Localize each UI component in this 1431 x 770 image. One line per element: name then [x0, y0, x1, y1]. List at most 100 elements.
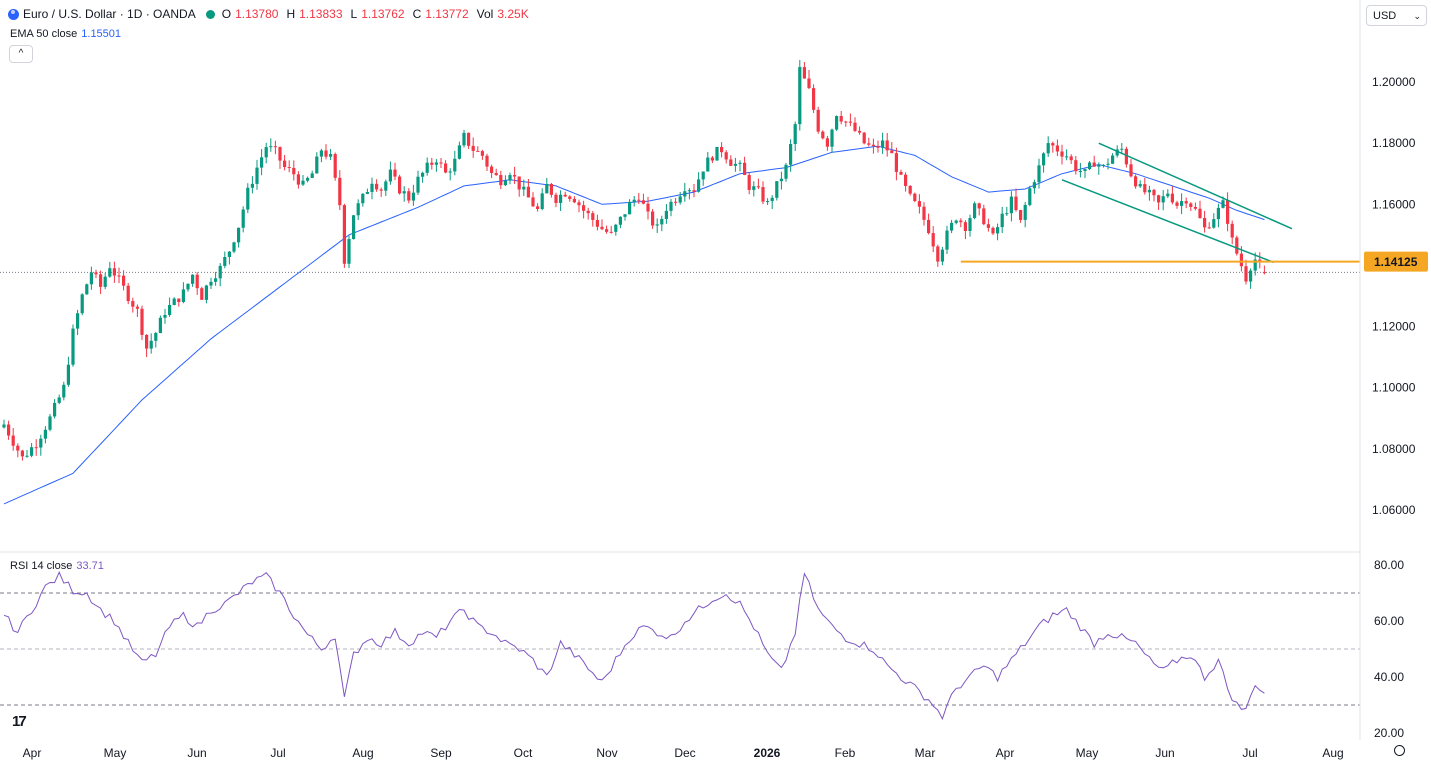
- candle: [398, 174, 402, 195]
- symbol-title[interactable]: Euro / U.S. Dollar · 1D · OANDA: [23, 7, 196, 21]
- candle-body: [936, 246, 940, 262]
- candle: [80, 293, 84, 316]
- chevron-up-icon: ^: [18, 48, 24, 59]
- candle: [112, 261, 116, 283]
- channel-lower-trendline[interactable]: [1061, 179, 1274, 264]
- tradingview-logo[interactable]: 17: [12, 713, 27, 730]
- candle: [1262, 265, 1266, 275]
- candle-body: [457, 145, 461, 159]
- candle: [490, 164, 494, 178]
- candle-body: [1088, 162, 1092, 170]
- candle-body: [177, 298, 181, 303]
- rsi-axis[interactable]: 80.00 60.00 40.00 20.00: [1374, 558, 1404, 740]
- candle: [379, 187, 383, 197]
- candle: [540, 188, 544, 211]
- candle: [255, 159, 259, 190]
- candle-body: [1037, 165, 1041, 183]
- ema-value: 1.15501: [81, 28, 122, 40]
- candle-body: [30, 447, 34, 456]
- rsi-panel[interactable]: 80.00 60.00 40.00 20.00: [0, 558, 1404, 740]
- candle: [296, 171, 300, 189]
- gear-icon[interactable]: [1394, 745, 1405, 756]
- candle: [241, 206, 245, 233]
- candle: [1046, 136, 1050, 157]
- candle: [338, 170, 342, 211]
- low-label: L: [350, 7, 358, 21]
- time-tick-label: May: [1076, 746, 1099, 760]
- candle-body: [209, 281, 213, 286]
- candle: [168, 297, 172, 317]
- rsi-polyline: [3, 571, 1265, 721]
- candle: [522, 179, 526, 196]
- candle-body: [825, 138, 829, 147]
- candle: [973, 201, 977, 220]
- candle: [637, 193, 641, 204]
- candle-body: [766, 201, 770, 203]
- ema-legend[interactable]: EMA 50 close 1.15501: [10, 28, 121, 40]
- candle-body: [402, 191, 406, 194]
- candle-body: [1111, 155, 1115, 164]
- candle: [1258, 252, 1262, 269]
- candle: [177, 298, 181, 307]
- candle-body: [1032, 182, 1036, 189]
- candle-body: [733, 163, 737, 166]
- candle: [99, 270, 103, 295]
- candle: [508, 172, 512, 185]
- time-tick-label: Aug: [1322, 746, 1343, 760]
- price-panel[interactable]: 1.20000 1.18000 1.16000 1.12000 1.10000 1.080…: [0, 59, 1428, 517]
- candlestick-series: [2, 59, 1266, 461]
- candle: [706, 151, 710, 172]
- candle-body: [287, 167, 291, 169]
- trend-drawings[interactable]: [960, 142, 1360, 264]
- candle: [807, 69, 811, 90]
- collapse-indicators-button[interactable]: ^: [9, 45, 33, 63]
- candle: [545, 177, 549, 194]
- candle: [1101, 164, 1105, 168]
- candle-body: [347, 239, 351, 264]
- candle-body: [195, 274, 199, 289]
- candle-body: [471, 145, 475, 151]
- price-marker-box[interactable]: [1364, 251, 1428, 272]
- globe-icon: [8, 8, 19, 20]
- candle-body: [310, 173, 314, 178]
- candle: [485, 153, 489, 172]
- candle-body: [1097, 164, 1101, 167]
- candle-body: [798, 67, 802, 125]
- currency-selector[interactable]: USD ⌄: [1366, 5, 1427, 26]
- candle-body: [885, 140, 889, 151]
- rsi-legend[interactable]: RSI 14 close 33.71: [10, 560, 104, 572]
- candle-body: [996, 227, 1000, 234]
- candle-body: [600, 226, 604, 230]
- time-axis[interactable]: Apr May Jun Jul Aug Sep Oct Nov Dec 2026 Feb Mar Apr…: [23, 746, 1344, 760]
- channel-upper-trendline[interactable]: [1098, 142, 1293, 230]
- candle-body: [660, 218, 664, 225]
- candle: [1161, 190, 1165, 211]
- candle-body: [853, 122, 857, 131]
- candle: [729, 155, 733, 167]
- candle: [269, 138, 273, 152]
- candle: [310, 170, 314, 179]
- candle-body: [922, 206, 926, 220]
- candle: [536, 203, 540, 212]
- candle: [76, 309, 80, 336]
- candle-body: [835, 116, 839, 130]
- candle: [1175, 200, 1179, 209]
- price-axis[interactable]: 1.20000 1.18000 1.16000 1.12000 1.10000 1.080…: [1364, 75, 1428, 517]
- candle-body: [1009, 196, 1013, 214]
- candle-body: [706, 157, 710, 172]
- candle-body: [407, 191, 411, 201]
- candle: [365, 188, 369, 195]
- candle: [264, 142, 268, 164]
- candle: [1055, 139, 1059, 157]
- candle-body: [1226, 200, 1230, 224]
- candle-body: [393, 169, 397, 177]
- candle-body: [950, 222, 954, 231]
- candle: [480, 149, 484, 160]
- candle: [563, 191, 567, 198]
- rsi-value: 33.71: [76, 560, 104, 572]
- candle-body: [131, 301, 135, 307]
- candle: [287, 160, 291, 173]
- candle-body: [595, 219, 599, 227]
- candle-body: [563, 194, 567, 197]
